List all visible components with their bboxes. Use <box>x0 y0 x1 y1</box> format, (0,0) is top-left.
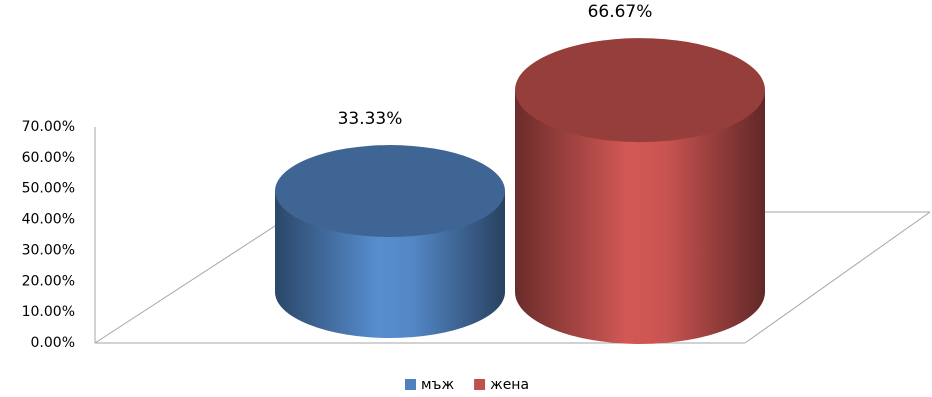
y-tick-label: 20.00% <box>22 273 75 289</box>
y-tick-label: 10.00% <box>22 304 75 320</box>
data-label: 33.33% <box>338 109 403 129</box>
cylinder-top <box>275 145 505 238</box>
legend-label: мъж <box>421 377 454 393</box>
y-tick-label: 0.00% <box>31 335 75 351</box>
y-tick-label: 50.00% <box>22 181 75 197</box>
legend-swatch <box>474 379 486 390</box>
cylinder <box>515 90 765 344</box>
y-tick-label: 30.00% <box>22 242 75 258</box>
floor <box>94 127 931 344</box>
floor-edge <box>744 211 931 344</box>
y-tick-label: 60.00% <box>22 150 75 166</box>
data-label: 66.67% <box>588 2 653 22</box>
y-tick-label: 40.00% <box>22 212 75 228</box>
floor-edge <box>94 223 279 344</box>
legend-label: жена <box>490 377 529 393</box>
legend-swatch <box>405 379 416 390</box>
y-tick-label: 70.00% <box>22 119 75 135</box>
cylinder-top <box>515 38 765 143</box>
